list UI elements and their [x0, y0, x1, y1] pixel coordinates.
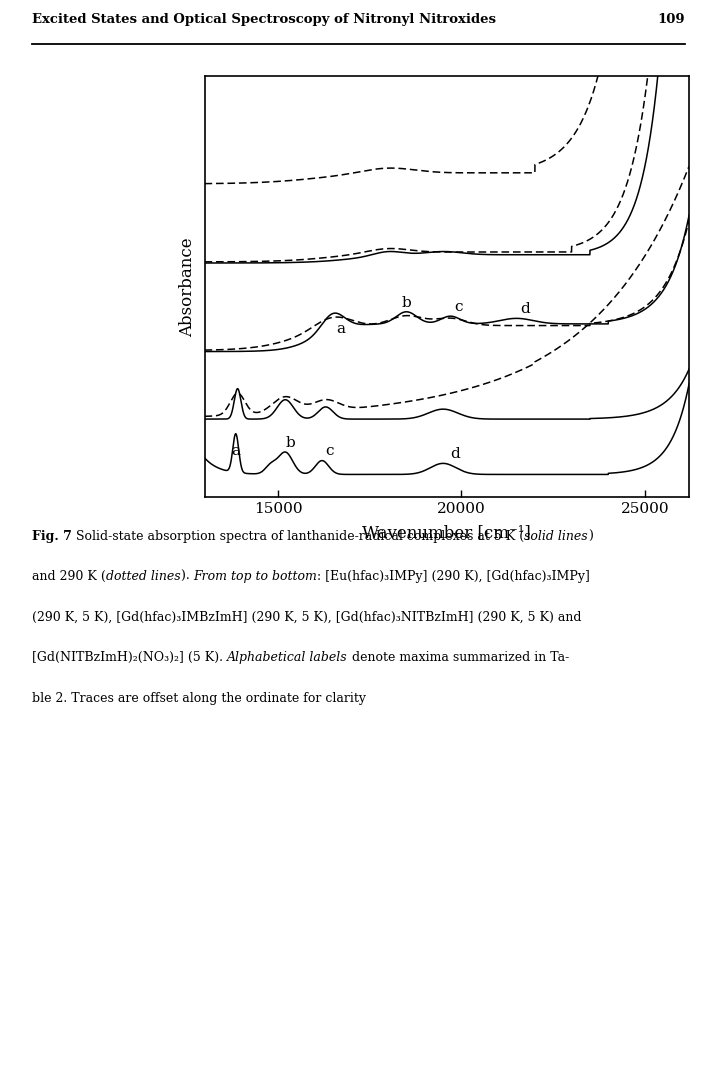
Text: ble 2. Traces are offset along the ordinate for clarity: ble 2. Traces are offset along the ordin…: [32, 691, 366, 704]
Text: c: c: [454, 300, 462, 313]
Text: b: b: [401, 296, 411, 309]
Text: a: a: [336, 322, 346, 336]
Y-axis label: Absorbance: Absorbance: [179, 237, 196, 336]
Text: [Gd(NITBzImH)₂(NO₃)₂] (5 K).: [Gd(NITBzImH)₂(NO₃)₂] (5 K).: [32, 651, 227, 664]
Text: b: b: [285, 436, 295, 450]
Text: solid lines: solid lines: [524, 530, 587, 543]
Text: and 290 K (: and 290 K (: [32, 570, 106, 583]
Text: a: a: [231, 444, 240, 458]
Text: c: c: [326, 444, 334, 459]
X-axis label: Wavenumber [cm⁻¹]: Wavenumber [cm⁻¹]: [362, 524, 531, 541]
Text: denote maxima summarized in Ta-: denote maxima summarized in Ta-: [348, 651, 569, 664]
Text: d: d: [450, 447, 460, 461]
Text: ): ): [587, 530, 592, 543]
Text: : [Eu(hfac)₃IMPy] (290 K), [Gd(hfac)₃IMPy]: : [Eu(hfac)₃IMPy] (290 K), [Gd(hfac)₃IMP…: [317, 570, 589, 583]
Text: From top to bottom: From top to bottom: [194, 570, 317, 583]
Text: d: d: [520, 302, 529, 316]
Text: dotted lines: dotted lines: [106, 570, 181, 583]
Text: Solid-state absorption spectra of lanthanide-radical complexes at 5 K (: Solid-state absorption spectra of lantha…: [72, 530, 524, 543]
Text: Fig. 7: Fig. 7: [32, 530, 72, 543]
Text: 109: 109: [657, 13, 685, 26]
Text: (290 K, 5 K), [Gd(hfac)₃IMBzImH] (290 K, 5 K), [Gd(hfac)₃NITBzImH] (290 K, 5 K) : (290 K, 5 K), [Gd(hfac)₃IMBzImH] (290 K,…: [32, 610, 581, 624]
Text: ).: ).: [181, 570, 194, 583]
Text: Excited States and Optical Spectroscopy of Nitronyl Nitroxides: Excited States and Optical Spectroscopy …: [32, 13, 495, 26]
Text: Alphabetical labels: Alphabetical labels: [227, 651, 348, 664]
